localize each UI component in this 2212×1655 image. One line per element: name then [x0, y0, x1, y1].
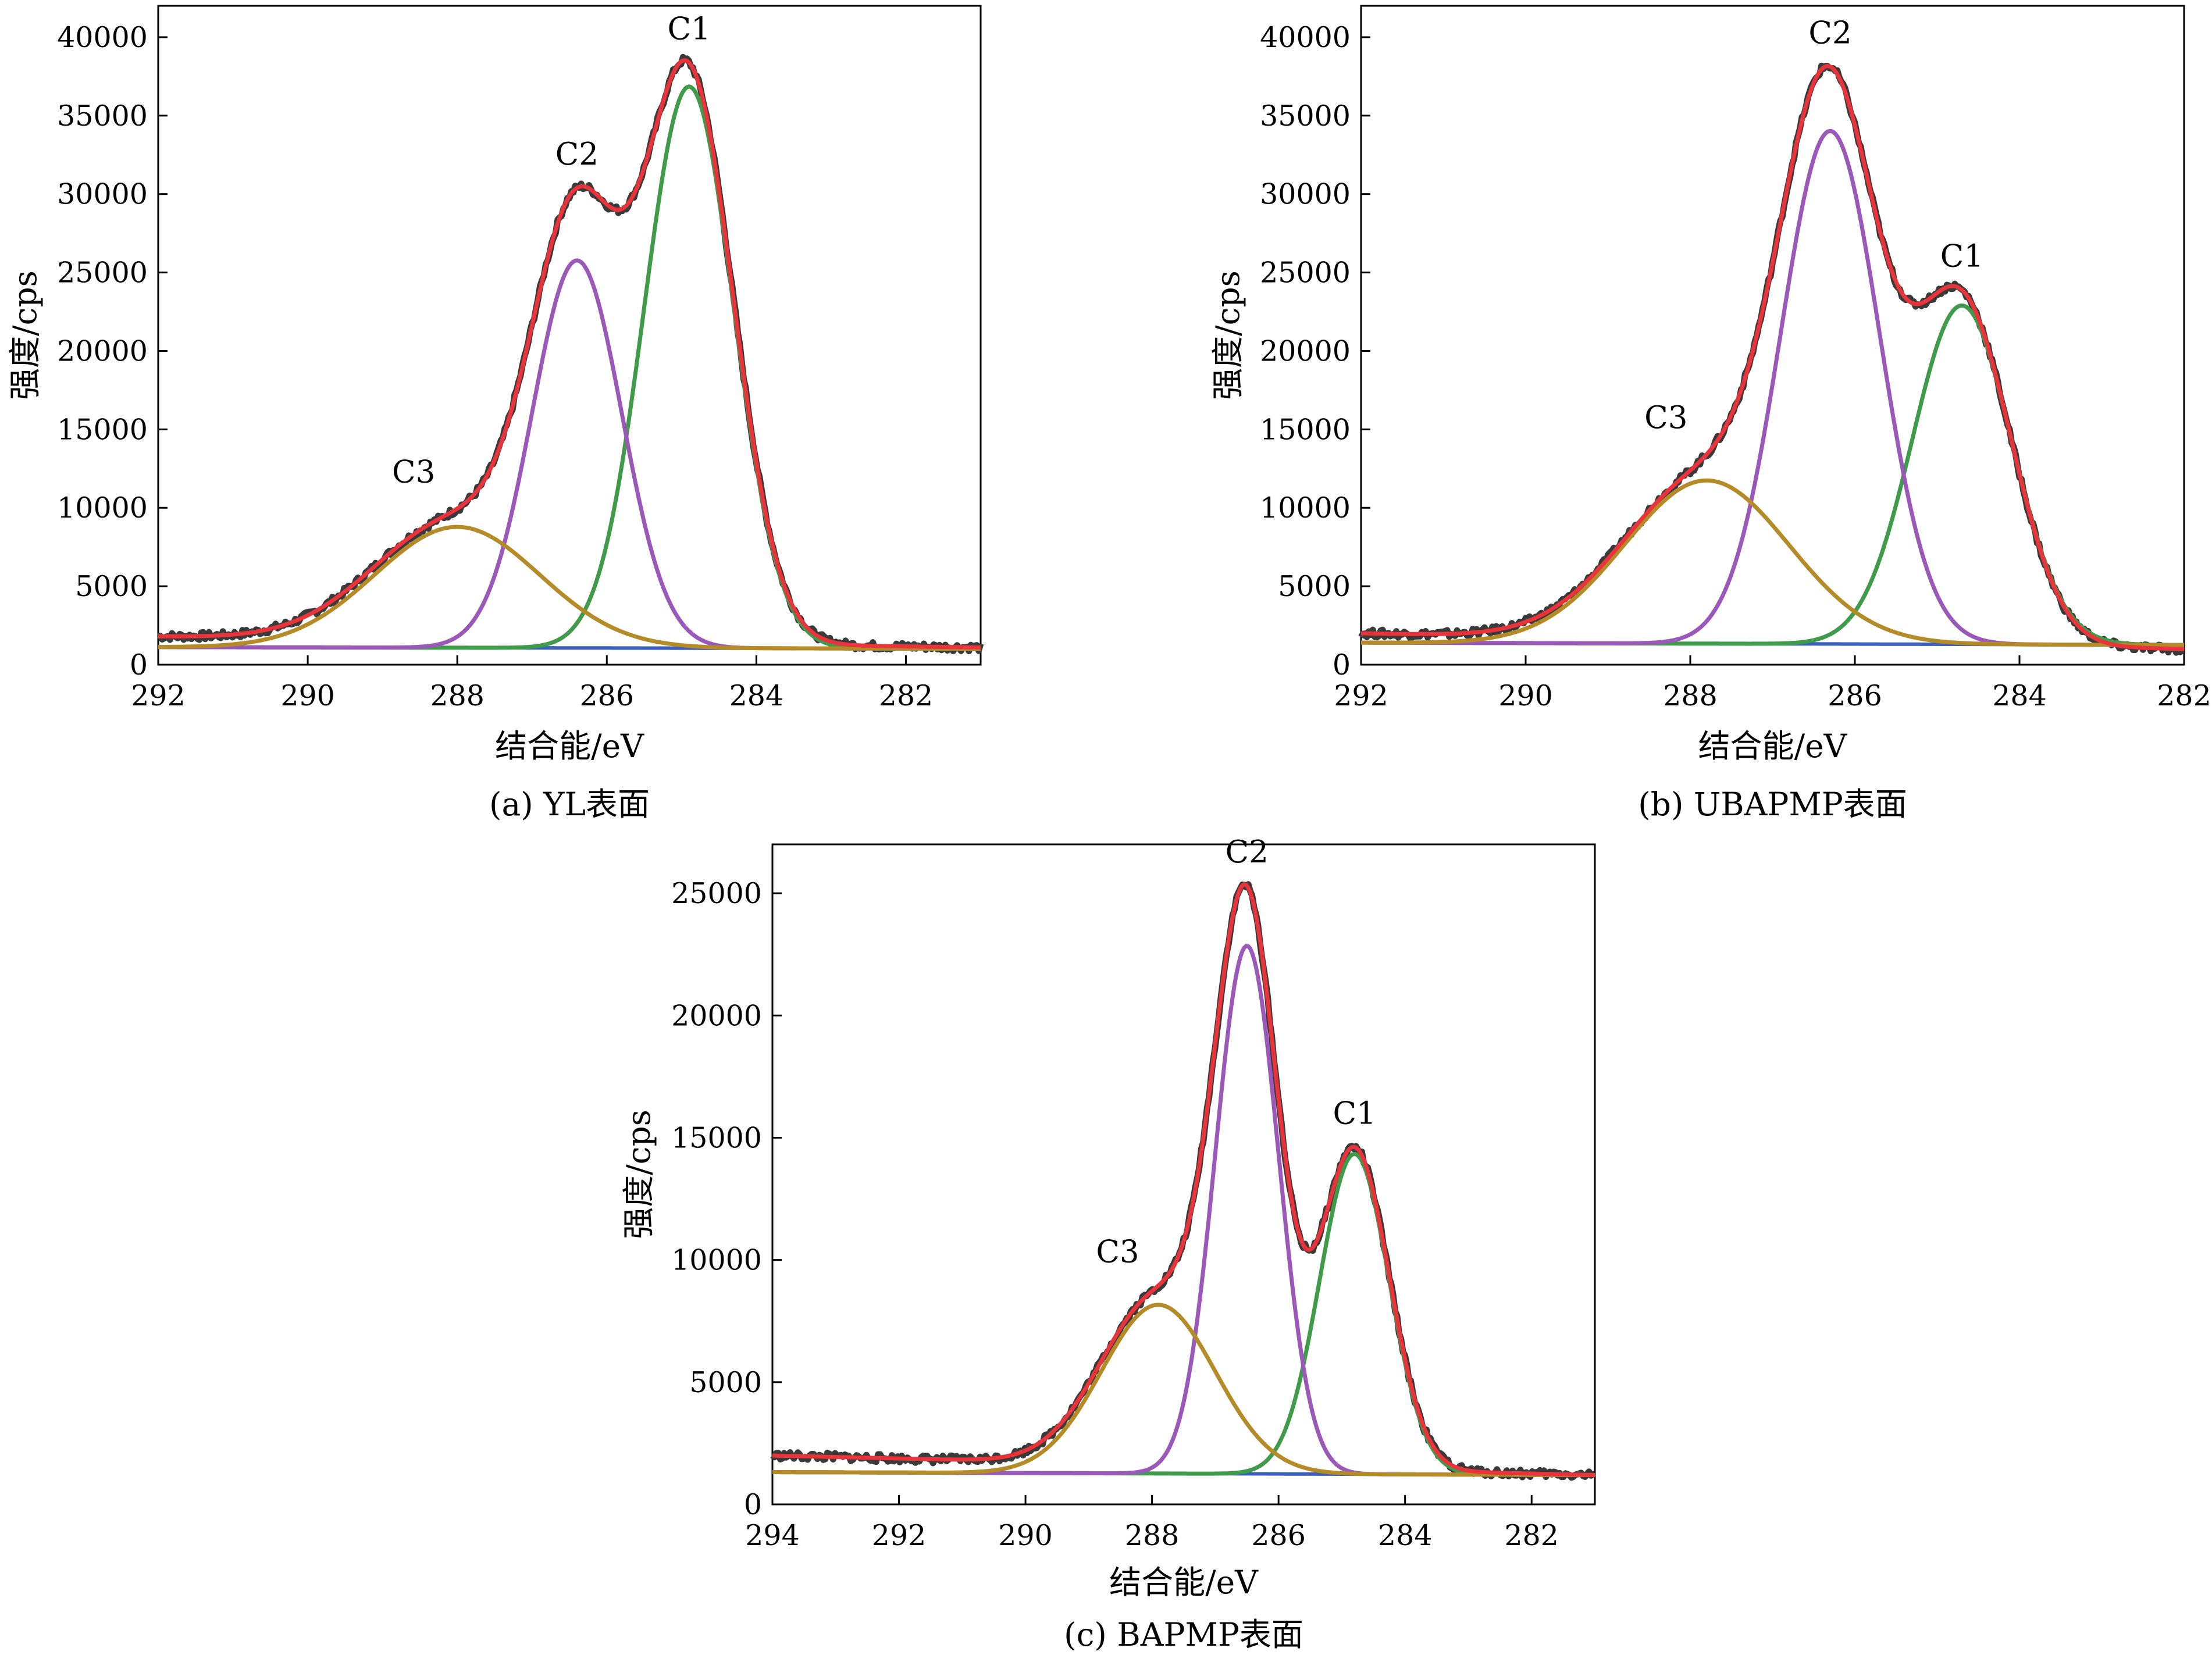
- peak-label-c3: C3: [1096, 1235, 1139, 1270]
- panel-b: 292 290 288 286 284 282 0 5000 10000 15000 20000 25…: [1209, 5, 2211, 823]
- panel-caption: (c) BAPMP表面: [1064, 1616, 1303, 1653]
- peak-label-c1: C1: [668, 12, 711, 47]
- x-tick-label: 286: [580, 679, 635, 712]
- envelope-line: [1360, 63, 2185, 651]
- peak-label-c1: C1: [1333, 1096, 1376, 1131]
- peak-label-c2: C2: [1226, 834, 1269, 870]
- x-tick-label: 284: [1992, 679, 2047, 712]
- x-tick-label: 292: [872, 1519, 927, 1552]
- y-tick-label: 10000: [1260, 491, 1351, 525]
- component-c3-line: [158, 525, 981, 651]
- y-tick-label: 10000: [57, 491, 148, 525]
- envelope-line: [158, 58, 981, 650]
- y-tick-label: 10000: [671, 1244, 762, 1277]
- x-tick-label: 290: [1498, 679, 1553, 712]
- y-tick-label: 15000: [671, 1121, 762, 1154]
- raw-data-line: [1358, 62, 2186, 656]
- y-tick-label: 5000: [689, 1366, 762, 1399]
- x-tick-label: 288: [430, 679, 485, 712]
- y-tick-label: 25000: [57, 256, 148, 290]
- y-axis-label: 强度/cps: [620, 1110, 657, 1239]
- component-c2-line: [1361, 129, 2184, 647]
- y-tick-label: 25000: [671, 877, 762, 910]
- y-tick-label: 0: [1333, 648, 1351, 682]
- peak-label-c2: C2: [1808, 16, 1851, 51]
- y-axis-label: 强度/cps: [1209, 270, 1246, 400]
- y-tick-label: 20000: [1260, 334, 1351, 368]
- plot-frame: [157, 5, 982, 666]
- envelope-line: [772, 882, 1595, 1478]
- x-tick-label: 292: [1334, 679, 1388, 712]
- y-tick-label: 0: [130, 648, 148, 682]
- x-tick-label: 288: [1125, 1519, 1180, 1552]
- x-tick-label: 292: [131, 679, 186, 712]
- x-tick-label: 286: [1251, 1519, 1306, 1552]
- x-axis-label: 结合能/eV: [1109, 1564, 1259, 1601]
- y-tick-label: 5000: [1278, 570, 1351, 603]
- y-tick-label: 35000: [1260, 99, 1351, 133]
- panel-a: 292 290 288 286 284 282 0 5000 10000 15000 20000 25…: [6, 5, 984, 823]
- x-tick-label: 290: [280, 679, 335, 712]
- y-tick-label: 0: [744, 1488, 762, 1521]
- x-axis-label: 结合能/eV: [495, 727, 644, 765]
- y-tick-label: 30000: [1260, 178, 1351, 211]
- plot-frame: [1360, 5, 2185, 666]
- y-tick-label: 20000: [57, 334, 148, 368]
- x-tick-label: 282: [1504, 1519, 1559, 1552]
- peak-label-c2: C2: [555, 137, 599, 172]
- plot-frame: [771, 843, 1596, 1506]
- component-c3-line: [772, 1303, 1595, 1478]
- peak-label-c3: C3: [1644, 400, 1687, 436]
- component-c1-line: [772, 1151, 1595, 1478]
- x-tick-label: 282: [2157, 679, 2211, 712]
- x-tick-label: 284: [729, 679, 784, 712]
- x-tick-label: 282: [879, 679, 934, 712]
- x-tick-label: 284: [1378, 1519, 1433, 1552]
- y-axis-label: 强度/cps: [6, 270, 44, 400]
- component-c2-line: [158, 258, 981, 651]
- y-tick-label: 15000: [1260, 413, 1351, 446]
- x-axis-label: 结合能/eV: [1698, 727, 1848, 765]
- panel-caption: (a) YL表面: [489, 786, 650, 823]
- y-tick-label: 20000: [671, 999, 762, 1032]
- y-tick-label: 15000: [57, 413, 148, 446]
- y-tick-label: 40000: [57, 21, 148, 54]
- x-tick-label: 286: [1828, 679, 1882, 712]
- peak-label-c3: C3: [392, 455, 435, 490]
- y-tick-label: 5000: [75, 570, 148, 603]
- y-tick-label: 30000: [57, 178, 148, 211]
- panel-c: 294 292 290 288 286 284 282 0 5000 10000 15000 2000…: [620, 834, 1597, 1653]
- y-tick-label: 25000: [1260, 256, 1351, 290]
- x-tick-label: 290: [998, 1519, 1053, 1552]
- y-tick-label: 35000: [57, 99, 148, 133]
- component-c2-line: [772, 943, 1595, 1478]
- raw-data-line: [770, 881, 1597, 1481]
- y-tick-label: 40000: [1260, 21, 1351, 54]
- panel-caption: (b) UBAPMP表面: [1638, 786, 1907, 823]
- component-c3-line: [1361, 478, 2184, 647]
- x-tick-label: 294: [745, 1519, 800, 1552]
- x-tick-label: 288: [1663, 679, 1718, 712]
- peak-label-c1: C1: [1940, 239, 1983, 274]
